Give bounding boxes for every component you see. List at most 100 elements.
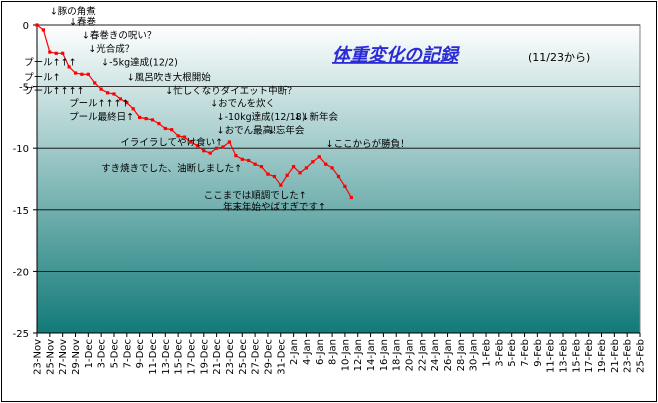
x-tick-label: 9-Dec (135, 339, 146, 368)
x-tick-label: 25-Dec (238, 339, 249, 375)
x-tick-label: 14-Jan (366, 339, 377, 371)
x-tick-label: 12-Jan (353, 339, 364, 371)
annotation: ↓忙しくなりダイエット中断？ (165, 85, 296, 97)
data-point (208, 151, 212, 155)
x-tick-label: 18-Jan (392, 339, 403, 371)
annotation: ↓↓新年会 (294, 111, 339, 123)
data-point (54, 51, 58, 55)
data-point (99, 87, 103, 91)
y-tick-label: -15 (13, 206, 29, 217)
data-point (259, 165, 264, 169)
x-tick-label: 31-Dec (276, 339, 287, 375)
data-point (349, 195, 353, 200)
data-point (176, 134, 180, 138)
data-point (80, 72, 84, 76)
annotation: ↓-10kg達成(12/18) (217, 111, 306, 123)
annotation: ↓風呂吹き大根開始 (127, 71, 211, 83)
data-point (112, 92, 116, 96)
annotation: ↓春巻 (69, 16, 96, 28)
annotation: ↓光合成？ (88, 43, 134, 55)
annotation: プール最終日↑ (69, 111, 134, 123)
x-tick-label: 22-Jan (417, 339, 428, 371)
data-point (93, 81, 97, 85)
data-point (266, 172, 270, 176)
data-point (67, 65, 71, 69)
x-tick-label: 4-Jan (302, 339, 313, 365)
data-point (336, 174, 341, 179)
x-tick-label: 9-Feb (533, 339, 544, 367)
x-tick-label: 30-Jan (469, 339, 480, 371)
annotation: ↓おでんを炊く (210, 97, 275, 109)
data-point (247, 158, 251, 163)
x-tick-label: 16-Jan (379, 339, 390, 371)
x-tick-label: 20-Jan (405, 339, 416, 371)
data-point (157, 122, 161, 126)
data-point (144, 117, 148, 121)
annotation: ↓忘年会 (268, 124, 305, 136)
chart-subtitle: (11/23から) (528, 51, 590, 64)
data-point (138, 115, 142, 119)
x-tick-label: 28-Jan (456, 339, 467, 371)
data-point (330, 166, 334, 170)
x-tick-label: 11-Feb (546, 339, 557, 373)
data-point (298, 171, 302, 175)
x-tick-label: 10-Jan (340, 339, 351, 371)
x-tick-label: 25-Nov (45, 339, 56, 375)
data-point (221, 145, 225, 149)
data-point (272, 174, 276, 179)
data-point (189, 140, 193, 144)
annotation: すき焼きでした、油断しました↑ (101, 163, 242, 175)
annotations: ↓豚の角煮↓春巻 ↓春巻きの呪い？↓光合成？ ↓-5kg達成(12/2) ↓風呂吹き大… (24, 6, 409, 213)
annotation: プール↑↑↑↑ (69, 98, 129, 109)
annotation: ↓ここからが勝負！ (326, 138, 410, 150)
x-tick-label: 23-Feb (623, 339, 634, 373)
data-point (285, 173, 289, 177)
data-point (163, 126, 167, 131)
data-point (234, 154, 238, 158)
data-point (215, 146, 219, 150)
data-point (253, 162, 257, 166)
annotation: ↓-5kg達成(12/2) (101, 57, 178, 69)
x-tick-label: 17-Feb (584, 339, 595, 373)
annotation: 年末年始やばすぎです↑ (223, 201, 326, 213)
x-tick-label: 25-Feb (636, 339, 647, 373)
y-tick-label: 0 (23, 21, 29, 32)
data-point (343, 184, 347, 188)
x-axis-ticks: 23-Nov 25-Nov 27-Nov 29-Nov 1-Dec 3-Dec 5-Dec 7… (33, 332, 647, 375)
data-point (292, 165, 296, 169)
x-tick-label: 15-Dec (174, 339, 185, 375)
data-point (118, 97, 122, 101)
x-tick-label: 1-Feb (482, 339, 493, 367)
data-point (324, 162, 328, 166)
y-tick-label: -5 (19, 83, 29, 94)
data-point (61, 51, 65, 55)
x-tick-label: 21-Feb (610, 339, 621, 373)
data-point (311, 160, 315, 164)
annotation: ↓おでん最高！ (217, 124, 282, 136)
data-point (125, 101, 129, 105)
x-tick-label: 29-Dec (263, 339, 274, 375)
data-point (317, 155, 321, 159)
data-point (170, 128, 174, 132)
data-point (106, 91, 110, 95)
y-tick-label: -25 (13, 329, 29, 340)
x-tick-label: 19-Feb (597, 339, 608, 373)
x-tick-label: 15-Feb (571, 339, 582, 373)
x-tick-label: 23-Dec (225, 339, 236, 375)
data-point (150, 118, 155, 122)
x-tick-label: 5-Feb (507, 339, 518, 367)
data-point (195, 144, 199, 148)
data-point (304, 166, 308, 170)
annotation: プール↑↑↑ (24, 58, 76, 69)
x-tick-label: 21-Dec (212, 339, 223, 375)
x-tick-label: 7-Feb (520, 339, 531, 367)
data-point (182, 135, 187, 139)
data-point (41, 28, 45, 32)
x-tick-label: 27-Nov (58, 339, 69, 375)
x-tick-label: 26-Jan (443, 339, 454, 371)
x-tick-label: 3-Dec (97, 339, 108, 368)
x-tick-label: 13-Dec (161, 339, 172, 375)
x-tick-label: 13-Feb (559, 339, 570, 373)
